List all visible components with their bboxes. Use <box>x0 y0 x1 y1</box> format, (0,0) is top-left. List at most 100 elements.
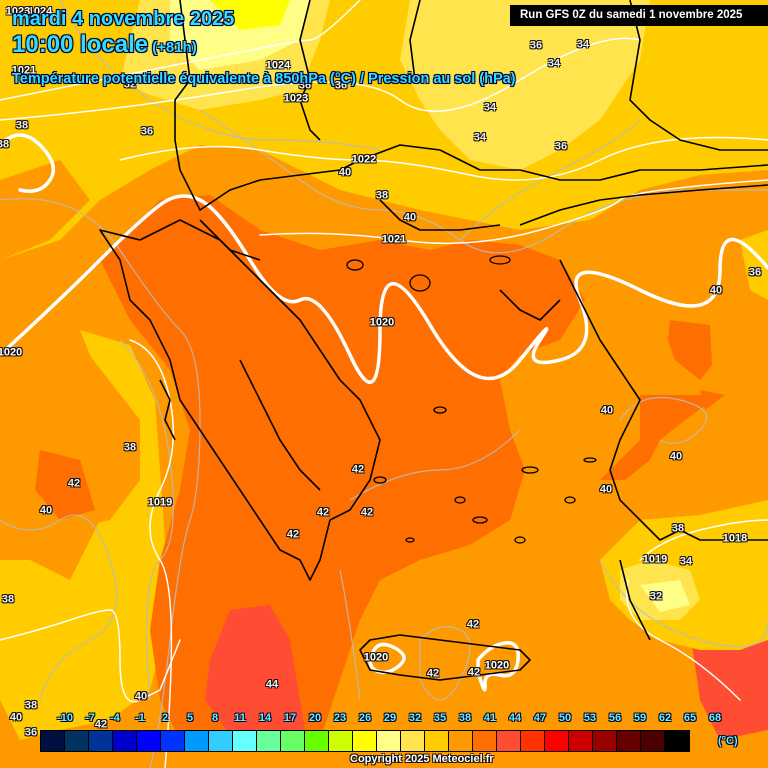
legend-tick: 20 <box>308 712 322 724</box>
isotherm-label: 42 <box>467 666 481 679</box>
isobar-label: 1018 <box>722 532 748 545</box>
isobar-label: 1023 <box>283 92 309 105</box>
legend-swatch <box>377 731 401 751</box>
isotherm-label: 32 <box>649 590 663 603</box>
isotherm-label: 36 <box>748 266 762 279</box>
legend-tick: 32 <box>408 712 422 724</box>
isotherm-label: 36 <box>24 726 38 739</box>
legend-tick: 8 <box>211 712 219 724</box>
legend-swatch <box>89 731 113 751</box>
isotherm-label: 40 <box>600 404 614 417</box>
isotherm-label: 42 <box>466 618 480 631</box>
legend-tick: 59 <box>633 712 647 724</box>
isotherm-label: 40 <box>599 483 613 496</box>
legend-tick: -4 <box>110 712 120 724</box>
legend-tick: 14 <box>258 712 272 724</box>
legend-swatch <box>593 731 617 751</box>
isotherm-label: 34 <box>473 131 487 144</box>
legend-swatch <box>665 731 689 751</box>
legend-tick: 23 <box>333 712 347 724</box>
local-time: 10:00 locale <box>12 31 149 58</box>
run-info: Run GFS 0Z du samedi 1 novembre 2025 <box>510 5 768 26</box>
legend-tick: 5 <box>186 712 194 724</box>
isotherm-label: 38 <box>24 699 38 712</box>
legend-swatch <box>305 731 329 751</box>
forecast-date: mardi 4 novembre 2025 <box>12 8 235 30</box>
isobar-label: 1022 <box>351 153 377 166</box>
isobar-label: 1021 <box>381 233 407 246</box>
isotherm-label: 38 <box>123 441 137 454</box>
legend-swatch <box>569 731 593 751</box>
isotherm-label: 40 <box>709 284 723 297</box>
isotherm-label: 42 <box>360 506 374 519</box>
isotherm-label: 40 <box>669 450 683 463</box>
isotherm-label: 40 <box>338 166 352 179</box>
color-legend <box>40 730 690 752</box>
isotherm-label: 36 <box>554 140 568 153</box>
legend-tick: 65 <box>683 712 697 724</box>
isobar-label: 1020 <box>0 346 23 359</box>
legend-ticks: -10 -7 -4 -1 2 5 8 11 14 17 20 23 26 29 32 35 38 41 44 47 50… <box>0 712 768 728</box>
isobar-label: 1024 <box>265 59 291 72</box>
isotherm-label: 38 <box>671 522 685 535</box>
legend-tick: 53 <box>583 712 597 724</box>
legend-swatch <box>233 731 257 751</box>
legend-swatch <box>257 731 281 751</box>
legend-swatch <box>281 731 305 751</box>
legend-swatch <box>113 731 137 751</box>
legend-swatch <box>137 731 161 751</box>
isotherm-label: 42 <box>351 463 365 476</box>
legend-swatch <box>641 731 665 751</box>
legend-swatch <box>521 731 545 751</box>
isotherm-label: 42 <box>67 477 81 490</box>
legend-swatch <box>65 731 89 751</box>
isobar-label: 1020 <box>363 651 389 664</box>
legend-swatch <box>473 731 497 751</box>
isotherm-label: 34 <box>576 38 590 51</box>
isobar-label: 1021 <box>11 64 37 77</box>
isotherm-label: 42 <box>426 667 440 680</box>
legend-swatch <box>401 731 425 751</box>
isotherm-label: 42 <box>94 718 108 731</box>
isotherm-label: 40 <box>9 711 23 724</box>
isotherm-label: 38 <box>15 119 29 132</box>
legend-swatch <box>209 731 233 751</box>
isotherm-label: 36 <box>529 39 543 52</box>
isotherm-label: 38 <box>0 138 10 151</box>
isobar-label: 1019 <box>642 553 668 566</box>
isotherm-label: 42 <box>316 506 330 519</box>
isotherm-label: 38 <box>1 593 15 606</box>
parameter-title: Température potentielle équivalente à 85… <box>12 71 516 87</box>
legend-tick: -7 <box>85 712 95 724</box>
legend-tick: -1 <box>135 712 145 724</box>
legend-swatch <box>425 731 449 751</box>
legend-tick: 62 <box>658 712 672 724</box>
legend-swatch <box>161 731 185 751</box>
legend-swatch <box>497 731 521 751</box>
isotherm-label: 40 <box>39 504 53 517</box>
isobar-label: 1023 <box>5 5 31 18</box>
legend-swatch <box>545 731 569 751</box>
legend-swatch <box>617 731 641 751</box>
isotherm-label: 34 <box>547 57 561 70</box>
lead-time: (+81h) <box>152 39 197 56</box>
legend-tick: 68 <box>708 712 722 724</box>
legend-swatch <box>185 731 209 751</box>
isotherm-label: 32 <box>123 78 137 91</box>
isotherm-label: 34 <box>483 101 497 114</box>
legend-tick: 35 <box>433 712 447 724</box>
isotherm-label: 36 <box>140 125 154 138</box>
legend-tick: 56 <box>608 712 622 724</box>
isobar-label: 1024 <box>27 5 53 18</box>
isotherm-label: 40 <box>403 211 417 224</box>
copyright: Copyright 2025 Meteociel.fr <box>350 753 494 765</box>
isotherm-label: 36 <box>298 79 312 92</box>
isotherm-label: 44 <box>265 678 279 691</box>
isotherm-label: 34 <box>679 555 693 568</box>
legend-swatch <box>329 731 353 751</box>
isotherm-label: 40 <box>134 690 148 703</box>
legend-unit: (°C) <box>718 735 738 747</box>
legend-tick: 2 <box>161 712 169 724</box>
